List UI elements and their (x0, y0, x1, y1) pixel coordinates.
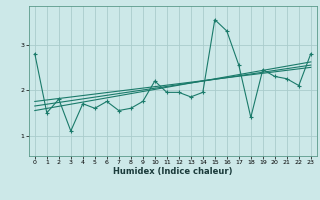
X-axis label: Humidex (Indice chaleur): Humidex (Indice chaleur) (113, 167, 233, 176)
